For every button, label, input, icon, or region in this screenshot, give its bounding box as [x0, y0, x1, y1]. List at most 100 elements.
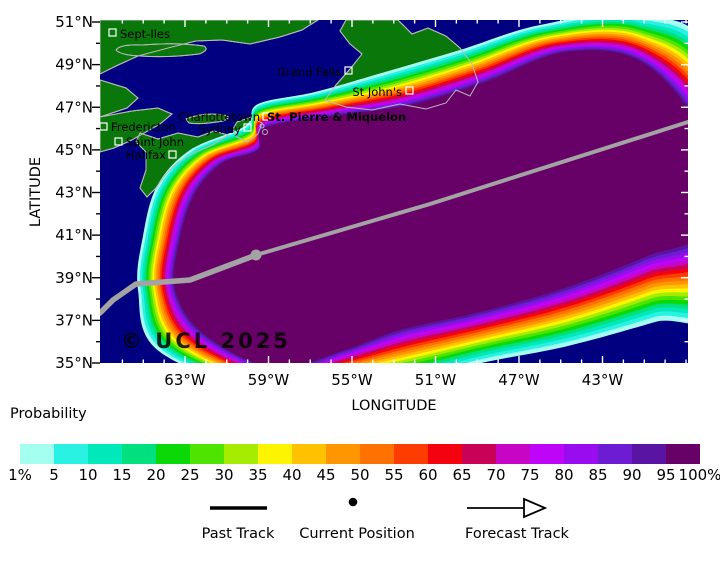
city-label-st-pierre-miquelon: St. Pierre & Miquelon — [267, 110, 406, 124]
y-tick-label: 47°N — [55, 98, 93, 116]
x-tick-label: 47°W — [498, 371, 540, 389]
x-axis-title: LONGITUDE — [351, 398, 436, 414]
city-marker-square-saint-john — [114, 137, 123, 146]
coastline-outline — [100, 107, 173, 153]
colorbar-tick-label: 50 — [350, 466, 369, 484]
y-tick-label: 39°N — [55, 269, 93, 287]
y-tick-label: 49°N — [55, 56, 93, 74]
city-marker-square-charlottetown — [262, 112, 271, 121]
copyright-watermark: © UCL 2025 — [121, 329, 291, 353]
city-label-saint-john: Saint John — [126, 135, 184, 149]
colorbar-segment — [326, 444, 360, 464]
colorbar-tick-label: 35 — [248, 466, 267, 484]
colorbar-segment — [258, 444, 292, 464]
colorbar-tick-label: 40 — [282, 466, 301, 484]
track-legend: Past Track Current Position Forecast Tra… — [202, 497, 570, 542]
city-marker-square-sept-iles — [108, 28, 117, 37]
city-label-st-johns: St John's — [352, 85, 402, 99]
y-tick-label: 35°N — [55, 354, 93, 372]
colorbar-segment — [598, 444, 632, 464]
miquelon-islet-outline — [262, 129, 268, 135]
past-track — [100, 252, 259, 316]
current-position-dot-sample — [348, 497, 358, 507]
x-tick-label: 63°W — [164, 371, 206, 389]
colorbar-tick-label: 15 — [112, 466, 131, 484]
city-marker-square-grand-falls — [344, 66, 353, 75]
current-position-label: Current Position — [299, 526, 415, 542]
colorbar-segment — [564, 444, 598, 464]
colorbar-segment — [156, 444, 190, 464]
colorbar-tick-label: 90 — [622, 466, 641, 484]
colorbar-segment — [360, 444, 394, 464]
colorbar-tick-label: 1% — [8, 466, 32, 484]
colorbar-segment — [88, 444, 122, 464]
probability-colorbar: 1% 5 10 15 20 25 30 35 40 45 50 55 60 65 70 75 80 85 90 95 1… — [8, 444, 720, 484]
coastline-outline — [115, 43, 207, 58]
coastline-outline — [185, 113, 229, 125]
axes: 51°N 49°N 47°N 45°N 43°N 41°N 39°N 37°N 35°N 63°W… — [55, 13, 623, 389]
city-label-sydney: Sydney — [198, 122, 241, 136]
colorbar-tick-label: 5 — [49, 466, 59, 484]
colorbar-tick-label: 55 — [384, 466, 403, 484]
y-tick-label: 45°N — [55, 141, 93, 159]
y-axis-title: LATITUDE — [28, 157, 44, 227]
colorbar-segment — [530, 444, 564, 464]
colorbar-tick-label: 100% — [679, 466, 720, 484]
colorbar-segment — [54, 444, 88, 464]
city-marker-square-halifax — [168, 150, 177, 159]
x-tick-label: 51°W — [415, 371, 457, 389]
colorbar-segment — [190, 444, 224, 464]
x-tick-label: 43°W — [582, 371, 624, 389]
city-label-charlottetown: Charlottetown — [178, 110, 260, 124]
colorbar-tick-label: 45 — [316, 466, 335, 484]
colorbar-segment — [20, 444, 54, 464]
coastline-outline — [232, 116, 263, 143]
colorbar-tick-label: 70 — [486, 466, 505, 484]
colorbar-tick-label: 65 — [452, 466, 471, 484]
colorbar-tick-label: 60 — [418, 466, 437, 484]
city-label-sept-iles: Sept-Iles — [120, 27, 170, 41]
forecast-track-arrowhead — [523, 497, 548, 519]
colorbar-tick-label: 25 — [180, 466, 199, 484]
city-marker-square-st-johns — [405, 86, 414, 95]
colorbar-segment — [224, 444, 258, 464]
colorbar-segment — [496, 444, 530, 464]
colorbar-title: Probability — [10, 406, 87, 422]
colorbar-tick-label: 30 — [214, 466, 233, 484]
past-track-label: Past Track — [202, 526, 275, 542]
y-tick-label: 43°N — [55, 184, 93, 202]
colorbar-tick-label: 10 — [78, 466, 97, 484]
colorbar-tick-label: 20 — [146, 466, 165, 484]
coastline-outline — [324, 20, 479, 111]
forecast-track-label: Forecast Track — [465, 526, 570, 542]
coastline-outline — [100, 20, 319, 75]
forecast-track — [254, 120, 688, 257]
x-tick-label: 59°W — [248, 371, 290, 389]
colorbar-tick-label: 95 — [656, 466, 675, 484]
city-label-halifax: Halifax — [126, 148, 166, 162]
y-tick-label: 37°N — [55, 311, 93, 329]
y-tick-label: 51°N — [55, 13, 93, 31]
city-label-grand-falls: Grand Falls — [277, 65, 341, 79]
colorbar-tick-label: 80 — [554, 466, 573, 484]
colorbar-segment — [462, 444, 496, 464]
colorbar-segment — [394, 444, 428, 464]
city-label-fredericton: Fredericton — [111, 120, 176, 134]
current-position-marker — [250, 249, 262, 261]
colorbar-tick-label: 75 — [520, 466, 539, 484]
city-marker-square-fredericton — [100, 122, 108, 131]
colorbar-tick-label: 85 — [588, 466, 607, 484]
map-plot-area: © UCL 2025 Sept-Iles Grand Falls St John's C… — [100, 20, 688, 363]
colorbar-segment — [428, 444, 462, 464]
colorbar-segment — [292, 444, 326, 464]
probability-band — [173, 50, 688, 363]
colorbar-segment — [122, 444, 156, 464]
colorbar-segment — [632, 444, 666, 464]
x-tick-label: 55°W — [331, 371, 373, 389]
city-marker-square-sydney — [243, 123, 252, 132]
colorbar-segment — [666, 444, 700, 464]
st-pierre-islet-outline — [259, 123, 265, 129]
coastline-outline — [135, 130, 230, 198]
